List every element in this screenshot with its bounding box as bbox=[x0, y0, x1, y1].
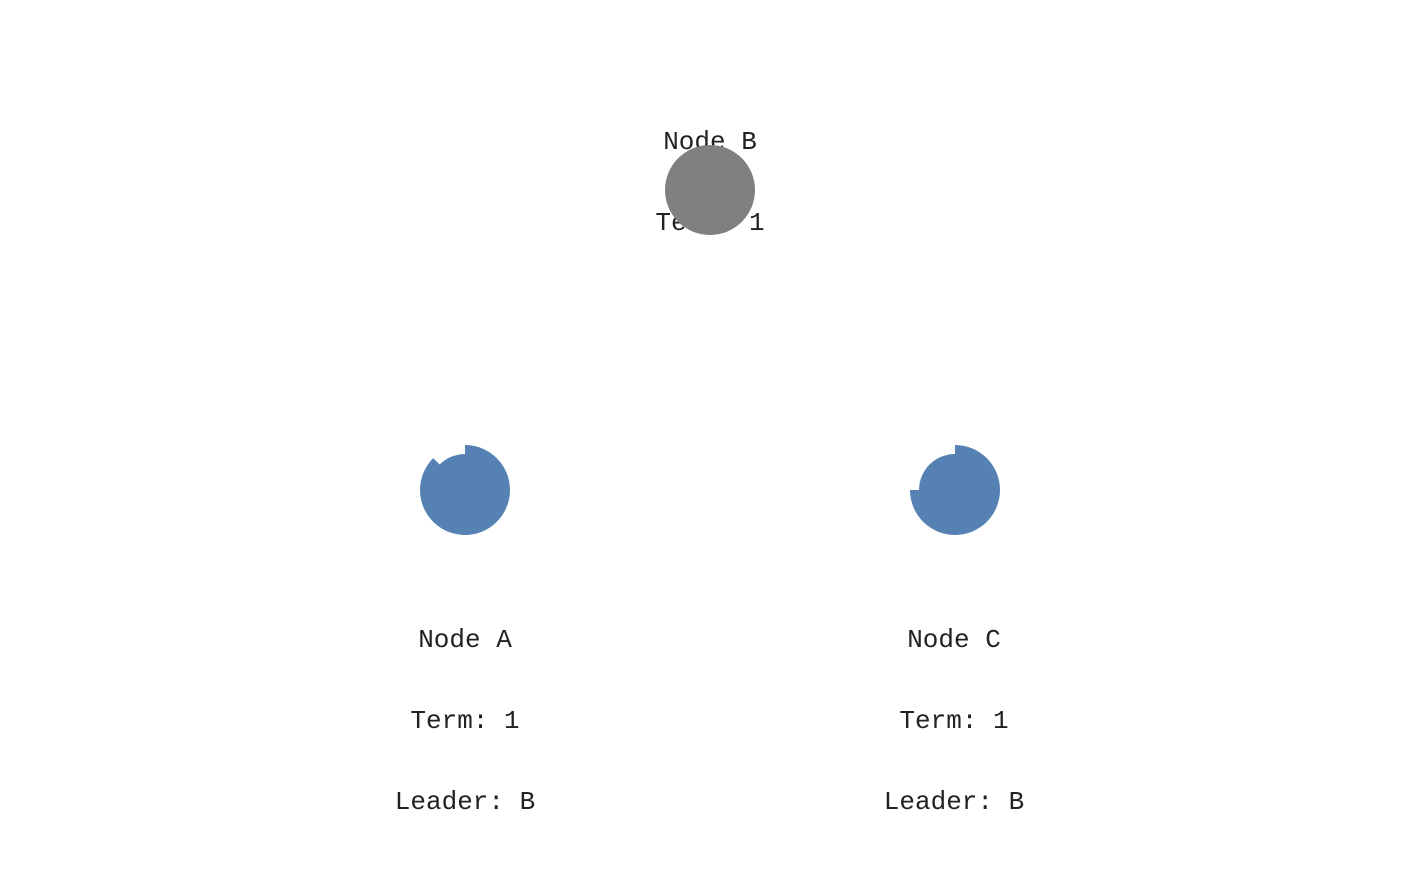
node-b-circle[interactable] bbox=[665, 145, 755, 235]
node-a-term: Term: 1 bbox=[410, 706, 520, 736]
node-c-term: Term: 1 bbox=[899, 706, 1009, 736]
node-c-timeout-ring bbox=[910, 445, 1000, 535]
nodes-canvas bbox=[420, 145, 1000, 535]
node-c-name: Node C bbox=[907, 625, 1001, 655]
node-a-timeout-ring bbox=[420, 445, 511, 535]
node-a-shape[interactable] bbox=[420, 445, 511, 535]
node-c-shape[interactable] bbox=[910, 445, 1000, 535]
node-a-name: Node A bbox=[418, 625, 512, 655]
node-a-leader: Leader: B bbox=[394, 787, 536, 817]
node-c-leader: Leader: B bbox=[883, 787, 1025, 817]
cluster-diagram: Node B Term: 1 Node A Term: 1 Leader: B … bbox=[395, 129, 1024, 816]
